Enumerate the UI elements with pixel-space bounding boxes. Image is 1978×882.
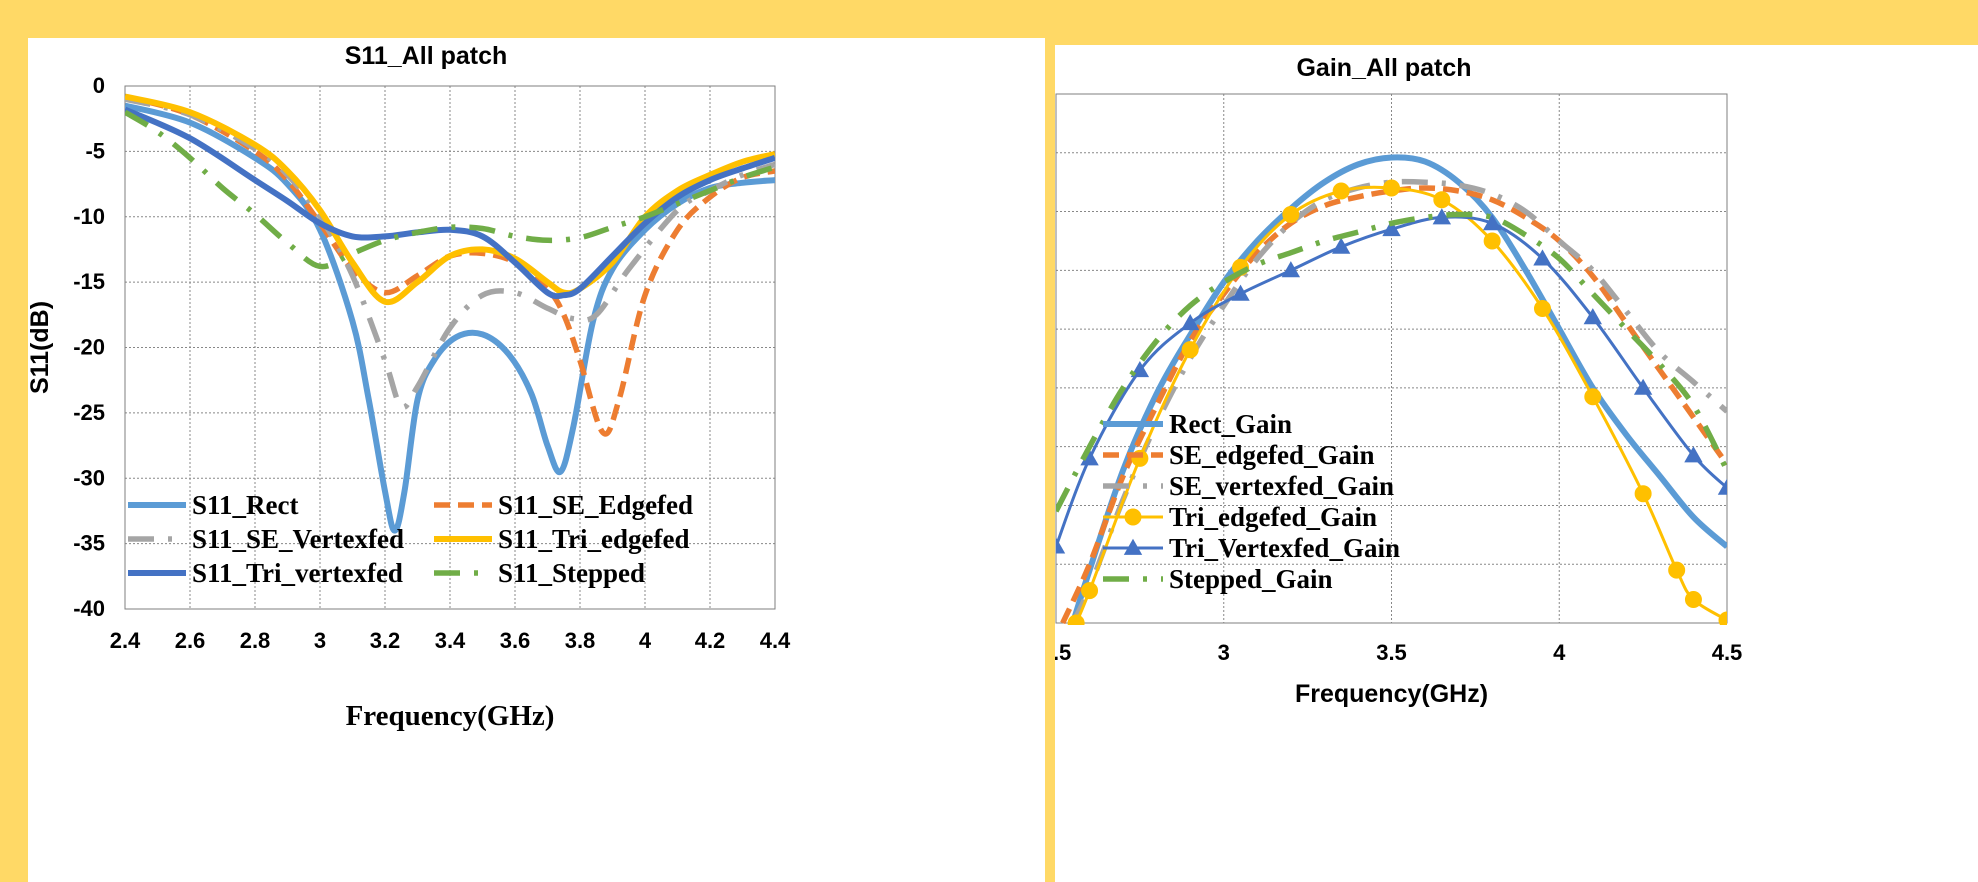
data-point-Tri_Vertexfed_Gain: [1633, 378, 1653, 395]
y-tick-label: -30: [73, 465, 105, 490]
data-point-Tri_edgefed_Gain: [1684, 590, 1702, 608]
x-tick-label: 3.8: [565, 628, 596, 653]
x-tick-label: 3.6: [500, 628, 531, 653]
x-tick-label: 2.6: [175, 628, 206, 653]
y-tick-label: -20: [73, 335, 105, 360]
x-axis-label: Frequency(GHz): [1295, 680, 1488, 708]
legend-label: S11_SE_Edgefed: [498, 490, 693, 520]
legend-label: S11_Tri_edgefed: [498, 524, 690, 554]
data-point-Tri_edgefed_Gain: [1081, 582, 1099, 600]
x-tick-label: 4: [1553, 640, 1566, 665]
legend-marker: [1123, 538, 1143, 555]
x-axis-label: Frequency(GHz): [346, 700, 555, 732]
data-point-Tri_edgefed_Gain: [1433, 191, 1451, 209]
x-tick-label: 4.4: [760, 628, 791, 653]
y-tick-label: -15: [73, 269, 105, 294]
series-group: [1056, 154, 1727, 625]
data-point-Tri_Vertexfed_Gain: [1056, 537, 1066, 554]
data-point-Tri_Vertexfed_Gain: [1382, 219, 1401, 237]
data-point-Tri_Vertexfed_Gain: [1281, 261, 1301, 278]
legend-label: Stepped_Gain: [1169, 564, 1333, 594]
series-line-S11_Tri_vertexfed: [125, 106, 775, 300]
gain-chart-panel: Gain_All patch2.533.544.50123456789Frequ…: [1055, 45, 1978, 882]
y-tick-label: -10: [73, 204, 105, 229]
x-tick-label: 2.4: [110, 628, 141, 653]
data-point-Tri_edgefed_Gain: [1533, 300, 1551, 318]
data-point-Tri_Vertexfed_Gain: [1231, 284, 1250, 301]
gain-chart: Gain_All patch2.533.544.50123456789Frequ…: [1055, 54, 1743, 708]
s11-chart-panel: S11_All patch 2.4 2.6 2.8 3 3.2 3.4 3.6 3.8 4 4.2 4…: [28, 38, 1045, 882]
chart-title: S11_All patch: [345, 42, 508, 70]
legend-label: S11_Stepped: [498, 558, 645, 588]
x-tick-label: 3: [314, 628, 326, 653]
plot-area: [124, 85, 776, 610]
data-point-Tri_Vertexfed_Gain: [1533, 249, 1552, 266]
data-point-Tri_Vertexfed_Gain: [1432, 208, 1452, 225]
data-point-Tri_edgefed_Gain: [1067, 614, 1085, 625]
data-point-Tri_edgefed_Gain: [1483, 232, 1501, 250]
data-point-Tri_edgefed_Gain: [1181, 341, 1199, 359]
x-tick-label: 2.5: [1055, 640, 1071, 665]
y-tick-label: 0: [93, 73, 105, 98]
y-tick-label: -5: [85, 138, 105, 163]
x-tick-label: 4: [639, 628, 652, 653]
series-group: [125, 93, 775, 534]
data-point-Tri_Vertexfed_Gain: [1181, 314, 1200, 331]
data-point-Tri_Vertexfed_Gain: [1331, 237, 1351, 254]
legend-label: SE_vertexfed_Gain: [1169, 471, 1394, 501]
series-line-S11_Rect: [125, 102, 775, 534]
legend-label: SE_edgefed_Gain: [1169, 440, 1375, 470]
data-point-Tri_Vertexfed_Gain: [1080, 449, 1099, 466]
legend-label: S11_Tri_vertexfed: [192, 558, 403, 588]
legend: S11_Rect S11_SE_Edgefed S11_SE_Vertexfed S1…: [128, 490, 693, 588]
x-tick-label: 3.2: [370, 628, 401, 653]
data-point-Tri_edgefed_Gain: [1383, 179, 1400, 197]
series-line-Rect_Gain: [1069, 154, 1727, 624]
x-tick-label: 4.5: [1712, 640, 1743, 665]
x-tick-label: 4.2: [695, 628, 726, 653]
chart-title: Gain_All patch: [1296, 54, 1471, 82]
data-point-Tri_edgefed_Gain: [1332, 182, 1350, 200]
s11-chart: S11_All patch 2.4 2.6 2.8 3 3.2 3.4 3.6 3.8 4 4.2 4…: [28, 42, 791, 732]
data-point-Tri_edgefed_Gain: [1282, 205, 1300, 223]
y-tick-label: -35: [73, 531, 105, 556]
series-line-Stepped_Gain: [1056, 211, 1727, 513]
x-tick-label: 3: [1218, 640, 1230, 665]
data-point-Tri_edgefed_Gain: [1668, 561, 1686, 579]
legend: Rect_GainSE_edgefed_GainSE_vertexfed_Gai…: [1103, 409, 1400, 594]
legend-label: Tri_Vertexfed_Gain: [1169, 533, 1400, 563]
legend-label: S11_SE_Vertexfed: [192, 524, 404, 554]
legend-label: Tri_edgefed_Gain: [1169, 502, 1377, 532]
series-line-S11_Tri_edgefed: [125, 93, 775, 306]
data-point-Tri_edgefed_Gain: [1634, 485, 1652, 503]
legend-marker: [1124, 508, 1142, 526]
x-tick-label: 3.5: [1376, 640, 1407, 665]
x-tick-label: 2.8: [240, 628, 271, 653]
data-point-Tri_Vertexfed_Gain: [1482, 214, 1502, 231]
data-point-Tri_Vertexfed_Gain: [1684, 446, 1703, 463]
legend-label: S11_Rect: [192, 490, 298, 520]
data-point-Tri_edgefed_Gain: [1718, 611, 1727, 625]
data-point-Tri_edgefed_Gain: [1584, 388, 1602, 406]
y-tick-label: -40: [73, 596, 105, 621]
x-tick-label: 3.4: [435, 628, 466, 653]
series-line-S11_Stepped: [125, 109, 775, 270]
data-point-Tri_Vertexfed_Gain: [1583, 308, 1602, 325]
plot-area: [1055, 93, 1728, 624]
legend-label: Rect_Gain: [1169, 409, 1292, 439]
y-tick-label: -25: [73, 400, 105, 425]
y-axis-label: S11(dB): [28, 301, 54, 394]
